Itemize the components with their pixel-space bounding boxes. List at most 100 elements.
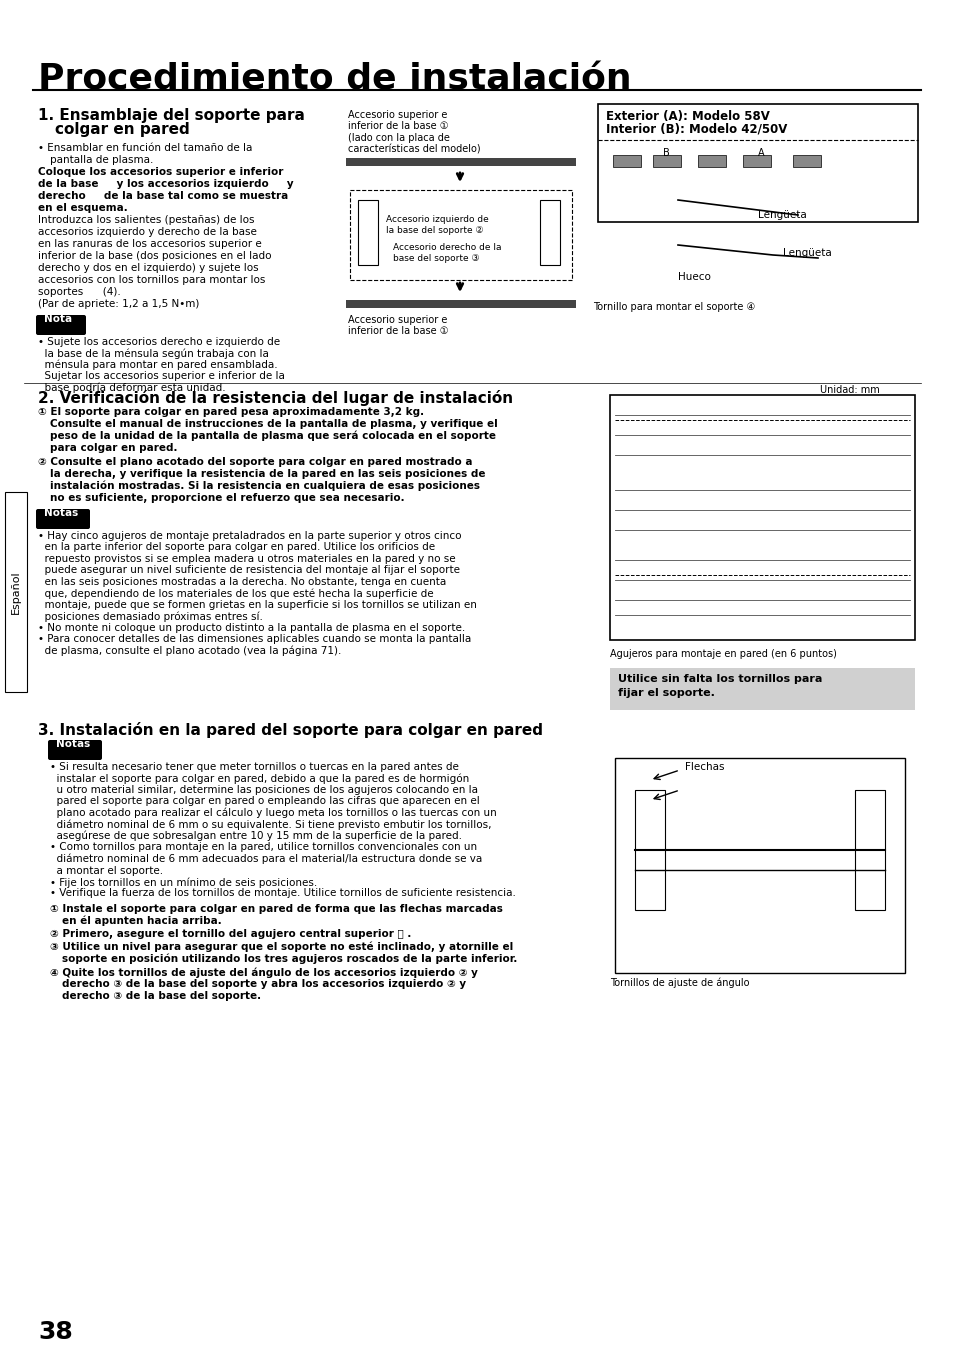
Text: Utilice sin falta los tornillos para: Utilice sin falta los tornillos para	[618, 674, 821, 684]
Text: ② Consulte el plano acotado del soporte para colgar en pared mostrado a: ② Consulte el plano acotado del soporte …	[38, 458, 472, 467]
Text: de plasma, consulte el plano acotado (vea la página 71).: de plasma, consulte el plano acotado (ve…	[38, 647, 341, 656]
Text: Lengüeta: Lengüeta	[782, 248, 831, 258]
Text: Español: Español	[11, 570, 21, 614]
Text: Unidad: mm: Unidad: mm	[820, 385, 879, 396]
Text: para colgar en pared.: para colgar en pared.	[50, 443, 177, 454]
Bar	[742, 155, 770, 167]
Bar	[346, 300, 576, 308]
Text: en las ranuras de los accesorios superior e: en las ranuras de los accesorios superio…	[38, 239, 261, 248]
Text: Consulte el manual de instrucciones de la pantalla de plasma, y verifique el: Consulte el manual de instrucciones de l…	[50, 418, 497, 429]
Text: ③ Utilice un nivel para asegurar que el soporte no esté inclinado, y atornille e: ③ Utilice un nivel para asegurar que el …	[50, 942, 513, 953]
Text: repuesto provistos si se emplea madera u otros materiales en la pared y no se: repuesto provistos si se emplea madera u…	[38, 554, 456, 564]
Bar	[854, 790, 884, 910]
Text: diámetro nominal de 6 mm adecuados para el material/la estructura donde se va: diámetro nominal de 6 mm adecuados para …	[50, 855, 482, 864]
Text: Notas: Notas	[56, 738, 91, 749]
Text: accesorios izquierdo y derecho de la base: accesorios izquierdo y derecho de la bas…	[38, 227, 256, 238]
Text: diámetro nominal de 6 mm o su equivalente. Si tiene previsto embutir los tornill: diámetro nominal de 6 mm o su equivalent…	[50, 819, 491, 830]
Text: base del soporte ③: base del soporte ③	[393, 254, 479, 263]
Text: (Par de apriete: 1,2 a 1,5 N•m): (Par de apriete: 1,2 a 1,5 N•m)	[38, 298, 199, 309]
Text: pantalla de plasma.: pantalla de plasma.	[50, 155, 153, 165]
Text: colgar en pared: colgar en pared	[55, 122, 190, 136]
Text: ① El soporte para colgar en pared pesa aproximadamente 3,2 kg.: ① El soporte para colgar en pared pesa a…	[38, 406, 424, 417]
Bar	[539, 200, 559, 265]
Text: (lado con la placa de: (lado con la placa de	[348, 134, 450, 143]
Text: Lengüeta: Lengüeta	[758, 211, 806, 220]
Text: en él apunten hacia arriba.: en él apunten hacia arriba.	[62, 917, 221, 926]
Text: base podría deformar esta unidad.: base podría deformar esta unidad.	[38, 383, 226, 393]
Bar	[613, 155, 640, 167]
Text: Accesorio superior e: Accesorio superior e	[348, 109, 447, 120]
Text: Procedimiento de instalación: Procedimiento de instalación	[38, 62, 631, 96]
Text: Notas: Notas	[44, 508, 78, 518]
Text: de la base     y los accesorios izquierdo     y: de la base y los accesorios izquierdo y	[38, 180, 294, 189]
Text: • Si resulta necesario tener que meter tornillos o tuercas en la pared antes de: • Si resulta necesario tener que meter t…	[50, 761, 458, 772]
Text: instalación mostradas. Si la resistencia en cualquiera de esas posiciones: instalación mostradas. Si la resistencia…	[50, 481, 479, 491]
FancyBboxPatch shape	[36, 509, 90, 529]
Bar	[609, 396, 914, 640]
Bar	[346, 158, 576, 166]
Text: • Verifique la fuerza de los tornillos de montaje. Utilice tornillos de suficien: • Verifique la fuerza de los tornillos d…	[50, 888, 516, 899]
Bar	[598, 104, 917, 221]
Text: • Fije los tornillos en un mínimo de seis posiciones.: • Fije los tornillos en un mínimo de sei…	[50, 878, 317, 887]
FancyBboxPatch shape	[36, 315, 86, 335]
Text: plano acotado para realizar el cálculo y luego meta los tornillos o las tuercas : plano acotado para realizar el cálculo y…	[50, 809, 497, 818]
Text: que, dependiendo de los materiales de los que esté hecha la superficie de: que, dependiendo de los materiales de lo…	[38, 589, 434, 599]
Text: u otro material similar, determine las posiciones de los agujeros colocando en l: u otro material similar, determine las p…	[50, 784, 477, 795]
Text: A: A	[758, 148, 763, 158]
Text: Nota: Nota	[44, 315, 72, 324]
Text: • Sujete los accesorios derecho e izquierdo de: • Sujete los accesorios derecho e izquie…	[38, 338, 280, 347]
Text: características del modelo): características del modelo)	[348, 144, 480, 154]
Text: ② Primero, asegure el tornillo del agujero central superior Ⓐ .: ② Primero, asegure el tornillo del aguje…	[50, 929, 411, 940]
Bar	[698, 155, 725, 167]
Text: • Como tornillos para montaje en la pared, utilice tornillos convencionales con : • Como tornillos para montaje en la pare…	[50, 842, 476, 852]
Text: derecho y dos en el izquierdo) y sujete los: derecho y dos en el izquierdo) y sujete …	[38, 263, 258, 273]
Text: ① Instale el soporte para colgar en pared de forma que las flechas marcadas: ① Instale el soporte para colgar en pare…	[50, 904, 502, 914]
Bar	[357, 200, 377, 265]
Text: fijar el soporte.: fijar el soporte.	[618, 688, 714, 698]
Text: • Para conocer detalles de las dimensiones aplicables cuando se monta la pantall: • Para conocer detalles de las dimension…	[38, 634, 471, 644]
Text: montaje, puede que se formen grietas en la superficie si los tornillos se utiliz: montaje, puede que se formen grietas en …	[38, 599, 476, 610]
Text: la base del soporte ②: la base del soporte ②	[386, 225, 483, 235]
Text: Accesorio izquierdo de: Accesorio izquierdo de	[386, 215, 488, 224]
Text: ménsula para montar en pared ensamblada.: ménsula para montar en pared ensamblada.	[38, 360, 277, 370]
Text: no es suficiente, proporcione el refuerzo que sea necesario.: no es suficiente, proporcione el refuerz…	[50, 493, 404, 504]
Text: Agujeros para montaje en pared (en 6 puntos): Agujeros para montaje en pared (en 6 pun…	[609, 649, 836, 659]
Text: la derecha, y verifique la resistencia de la pared en las seis posiciones de: la derecha, y verifique la resistencia d…	[50, 468, 485, 479]
Text: puede asegurar un nivel suficiente de resistencia del montaje al fijar el soport: puede asegurar un nivel suficiente de re…	[38, 566, 459, 575]
Text: • Hay cinco agujeros de montaje pretaladrados en la parte superior y otros cinco: • Hay cinco agujeros de montaje pretalad…	[38, 531, 461, 541]
Text: a montar el soporte.: a montar el soporte.	[50, 865, 163, 876]
Bar	[635, 790, 664, 910]
Bar	[5, 491, 27, 693]
Text: derecho ③ de la base del soporte.: derecho ③ de la base del soporte.	[62, 991, 261, 1000]
Text: 2. Verificación de la resistencia del lugar de instalación: 2. Verificación de la resistencia del lu…	[38, 390, 513, 406]
Text: ④ Quite los tornillos de ajuste del ángulo de los accesorios izquierdo ② y: ④ Quite los tornillos de ajuste del ángu…	[50, 967, 477, 977]
Text: en la parte inferior del soporte para colgar en pared. Utilice los orificios de: en la parte inferior del soporte para co…	[38, 543, 435, 552]
Text: asegúrese de que sobresalgan entre 10 y 15 mm de la superficie de la pared.: asegúrese de que sobresalgan entre 10 y …	[50, 832, 461, 841]
Text: Hueco: Hueco	[678, 271, 710, 282]
Text: Exterior (A): Modelo 58V: Exterior (A): Modelo 58V	[605, 109, 769, 123]
Text: Tornillos de ajuste de ángulo: Tornillos de ajuste de ángulo	[609, 977, 749, 988]
Text: Introduzca los salientes (pestañas) de los: Introduzca los salientes (pestañas) de l…	[38, 215, 254, 225]
Text: 1. Ensamblaje del soporte para: 1. Ensamblaje del soporte para	[38, 108, 305, 123]
Text: • No monte ni coloque un producto distinto a la pantalla de plasma en el soporte: • No monte ni coloque un producto distin…	[38, 622, 465, 633]
Text: 3. Instalación en la pared del soporte para colgar en pared: 3. Instalación en la pared del soporte p…	[38, 722, 542, 738]
Text: soporte en posición utilizando los tres agujeros roscados de la parte inferior.: soporte en posición utilizando los tres …	[62, 954, 517, 964]
Bar	[792, 155, 821, 167]
Text: soportes      (4).: soportes (4).	[38, 288, 121, 297]
Text: pared el soporte para colgar en pared o empleando las cifras que aparecen en el: pared el soporte para colgar en pared o …	[50, 796, 479, 806]
FancyBboxPatch shape	[48, 740, 102, 760]
Text: Interior (B): Modelo 42/50V: Interior (B): Modelo 42/50V	[605, 123, 786, 136]
Text: en las seis posiciones mostradas a la derecha. No obstante, tenga en cuenta: en las seis posiciones mostradas a la de…	[38, 576, 446, 587]
Text: derecho ③ de la base del soporte y abra los accesorios izquierdo ② y: derecho ③ de la base del soporte y abra …	[62, 979, 466, 990]
Text: Flechas: Flechas	[684, 761, 723, 772]
Text: B: B	[662, 148, 669, 158]
Text: peso de la unidad de la pantalla de plasma que será colocada en el soporte: peso de la unidad de la pantalla de plas…	[50, 431, 496, 441]
Bar	[615, 757, 904, 973]
Text: inferior de la base ①: inferior de la base ①	[348, 325, 448, 336]
Bar	[609, 668, 914, 710]
Text: Sujetar los accesorios superior e inferior de la: Sujetar los accesorios superior e inferi…	[38, 371, 285, 382]
Text: en el esquema.: en el esquema.	[38, 202, 128, 213]
Text: 38: 38	[38, 1320, 72, 1345]
Text: inferior de la base (dos posiciones en el lado: inferior de la base (dos posiciones en e…	[38, 251, 272, 261]
Bar	[652, 155, 680, 167]
